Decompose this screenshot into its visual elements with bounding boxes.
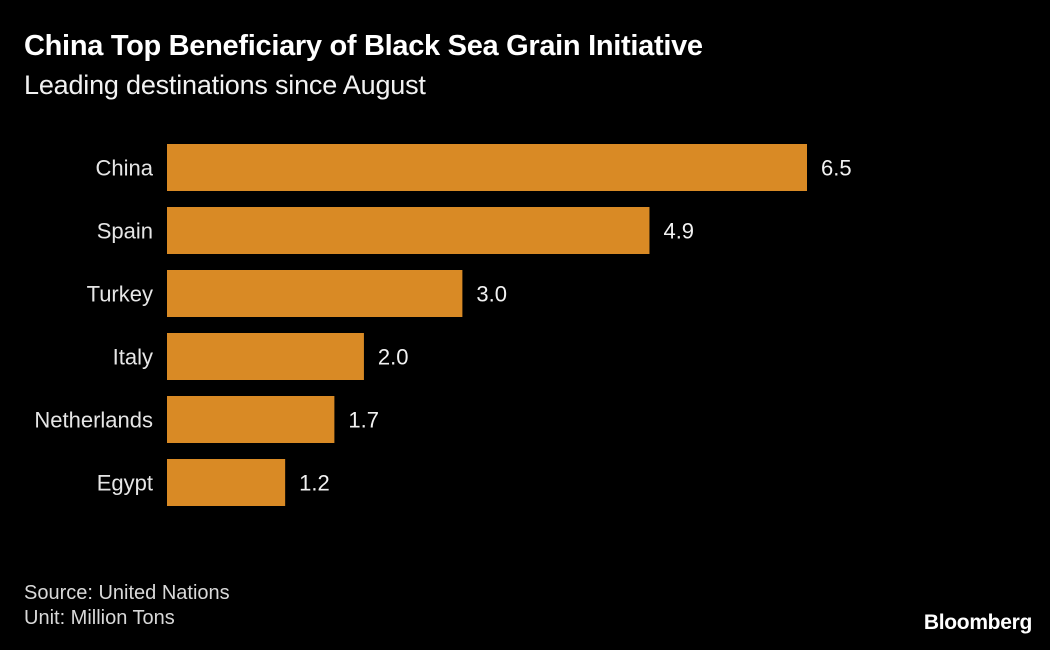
chart-title: China Top Beneficiary of Black Sea Grain… xyxy=(24,30,703,62)
category-label-italy: Italy xyxy=(113,345,153,370)
unit-note: Unit: Million Tons xyxy=(24,607,175,629)
category-label-spain: Spain xyxy=(97,219,153,244)
bloomberg-logo: Bloomberg xyxy=(923,611,1032,634)
bar-turkey xyxy=(167,270,463,317)
category-label-turkey: Turkey xyxy=(87,282,153,307)
chart-subtitle: Leading destinations since August xyxy=(24,70,426,100)
bar-spain xyxy=(167,207,650,254)
bar-netherlands xyxy=(167,396,335,443)
bar-egypt xyxy=(167,459,286,506)
value-label-spain: 4.9 xyxy=(663,219,694,244)
value-label-netherlands: 1.7 xyxy=(348,408,379,433)
value-label-italy: 2.0 xyxy=(378,345,409,370)
source-note: Source: United Nations xyxy=(24,582,230,604)
bar-china xyxy=(167,144,807,191)
category-label-netherlands: Netherlands xyxy=(34,408,153,433)
category-label-china: China xyxy=(96,156,154,181)
value-label-turkey: 3.0 xyxy=(476,282,507,307)
value-label-egypt: 1.2 xyxy=(299,471,330,496)
value-label-china: 6.5 xyxy=(821,156,852,181)
bar-italy xyxy=(167,333,364,380)
category-label-egypt: Egypt xyxy=(97,471,153,496)
